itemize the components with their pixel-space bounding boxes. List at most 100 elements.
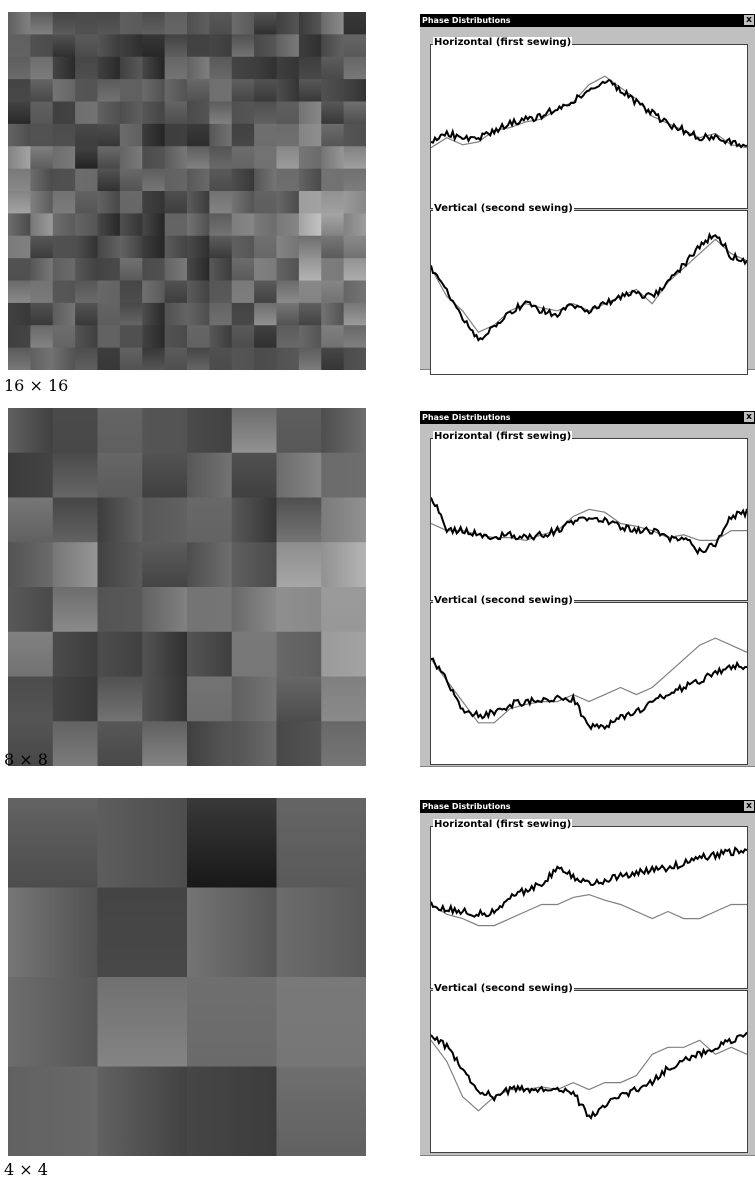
phase-tile bbox=[97, 34, 121, 58]
phase-tile bbox=[254, 34, 278, 58]
phase-tile bbox=[8, 631, 54, 678]
phase-tile bbox=[97, 452, 143, 499]
phase-tile bbox=[119, 56, 143, 80]
phase-tile bbox=[52, 721, 99, 766]
phase-tile bbox=[52, 347, 76, 370]
phase-tile bbox=[8, 79, 31, 103]
phase-tile bbox=[164, 325, 188, 349]
phase-tile bbox=[142, 542, 188, 588]
phase-tile bbox=[321, 721, 366, 766]
phase-tile bbox=[276, 191, 300, 214]
phase-tile bbox=[8, 191, 31, 214]
phase-tile bbox=[343, 191, 366, 214]
phase-tile bbox=[231, 631, 278, 678]
phase-tile bbox=[321, 12, 345, 35]
phase-tile bbox=[254, 146, 278, 170]
phase-tile bbox=[164, 280, 188, 304]
phase-tile bbox=[298, 235, 322, 259]
phase-tile bbox=[343, 12, 366, 35]
phase-tile bbox=[231, 347, 255, 370]
phase-tile bbox=[321, 146, 345, 170]
phase-tile bbox=[119, 280, 143, 304]
phase-tile bbox=[52, 146, 76, 170]
phase-tile bbox=[52, 542, 99, 588]
phase-tile bbox=[97, 887, 188, 978]
phase-tile bbox=[276, 146, 300, 170]
phase-tile bbox=[30, 280, 54, 304]
phase-tile bbox=[187, 101, 210, 125]
phase-tile bbox=[276, 79, 300, 103]
phase-tile bbox=[321, 280, 345, 304]
phase-tile bbox=[8, 542, 54, 588]
horizontal-plot: Horizontal (first sewing) bbox=[430, 37, 748, 209]
phase-tile bbox=[231, 325, 255, 349]
phase-tile bbox=[343, 213, 366, 237]
phase-tile bbox=[97, 280, 121, 304]
phase-tile bbox=[276, 452, 322, 499]
phase-tile bbox=[97, 12, 121, 35]
close-icon[interactable]: x bbox=[744, 15, 754, 25]
phase-tile bbox=[142, 191, 166, 214]
phase-tile bbox=[75, 12, 99, 35]
phase-tile bbox=[142, 235, 166, 259]
phase-tile bbox=[97, 587, 143, 633]
phase-tile bbox=[8, 235, 31, 259]
phase-tile bbox=[52, 258, 76, 282]
phase-tile bbox=[298, 168, 322, 192]
phase-tile bbox=[75, 191, 99, 214]
window-titlebar[interactable]: Phase Distributions x bbox=[420, 14, 755, 27]
phase-tile bbox=[119, 101, 143, 125]
close-icon[interactable]: x bbox=[744, 801, 754, 811]
phase-tile bbox=[187, 146, 210, 170]
phase-tile bbox=[298, 146, 322, 170]
phase-tile bbox=[52, 191, 76, 214]
horizontal-plot: Horizontal (first sewing) bbox=[430, 431, 748, 601]
phase-tile bbox=[52, 497, 99, 543]
phase-tile bbox=[52, 34, 76, 58]
phase-tile bbox=[343, 235, 366, 259]
phase-tile bbox=[187, 887, 278, 978]
phase-tile bbox=[276, 168, 300, 192]
phase-tile bbox=[298, 280, 322, 304]
phase-tile bbox=[298, 325, 322, 349]
phase-tile bbox=[209, 258, 233, 282]
phase-tile bbox=[75, 34, 99, 58]
phase-tile bbox=[231, 79, 255, 103]
phase-tile bbox=[30, 56, 54, 80]
phase-tile bbox=[231, 280, 255, 304]
phase-tile bbox=[8, 213, 31, 237]
phase-tile bbox=[52, 631, 99, 678]
phase-tile bbox=[231, 56, 255, 80]
measured-phase-line bbox=[431, 497, 747, 556]
phase-tile bbox=[254, 56, 278, 80]
phase-tile bbox=[321, 325, 345, 349]
phase-tile bbox=[343, 168, 366, 192]
close-icon[interactable]: x bbox=[744, 412, 754, 422]
window-titlebar[interactable]: Phase Distributions x bbox=[420, 411, 755, 424]
window-titlebar[interactable]: Phase Distributions x bbox=[420, 800, 755, 813]
phase-tile bbox=[187, 325, 210, 349]
phase-tile bbox=[97, 721, 143, 766]
fitted-phase-line bbox=[431, 893, 747, 927]
phase-tile bbox=[276, 408, 322, 454]
phase-tile bbox=[254, 258, 278, 282]
phase-tile bbox=[343, 325, 366, 349]
phase-tile bbox=[97, 213, 121, 237]
phase-tile bbox=[97, 302, 121, 326]
phase-tile bbox=[321, 235, 345, 259]
fitted-phase-line bbox=[431, 1039, 747, 1112]
phase-tile bbox=[97, 408, 143, 454]
phase-tile bbox=[75, 56, 99, 80]
phase-tile bbox=[276, 676, 322, 722]
phase-tile bbox=[8, 587, 54, 633]
phase-tile bbox=[321, 631, 366, 678]
phase-tile bbox=[142, 631, 188, 678]
phase-tile bbox=[298, 101, 322, 125]
phase-tile bbox=[8, 1066, 99, 1156]
phase-tile bbox=[321, 676, 366, 722]
phase-tile bbox=[231, 12, 255, 35]
horizontal-label: Horizontal (first sewing) bbox=[433, 37, 573, 49]
phase-tile bbox=[142, 168, 166, 192]
phase-tile bbox=[321, 587, 366, 633]
phase-tile bbox=[343, 56, 366, 80]
